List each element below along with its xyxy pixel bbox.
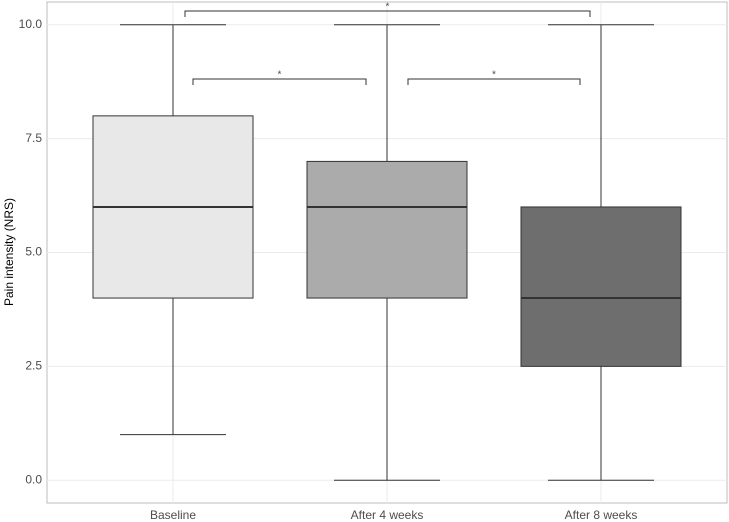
box [306,160,468,299]
box [520,206,682,367]
y-tick-label: 0.0 [25,472,42,486]
x-tick-label: After 4 weeks [351,508,424,522]
y-axis-label: Pain intensity (NRS) [2,198,16,306]
significance-bracket [192,78,367,85]
significance-label: * [492,70,496,81]
significance-bracket [184,10,591,17]
x-tick-label: After 8 weeks [565,508,638,522]
significance-label: * [278,70,282,81]
y-tick-label: 5.0 [25,245,42,259]
y-tick-label: 7.5 [25,131,42,145]
significance-bracket [407,78,581,85]
x-tick-label: Baseline [150,508,196,522]
y-tick-label: 10.0 [19,17,43,31]
significance-label: * [386,2,390,13]
y-tick-label: 2.5 [25,359,42,373]
